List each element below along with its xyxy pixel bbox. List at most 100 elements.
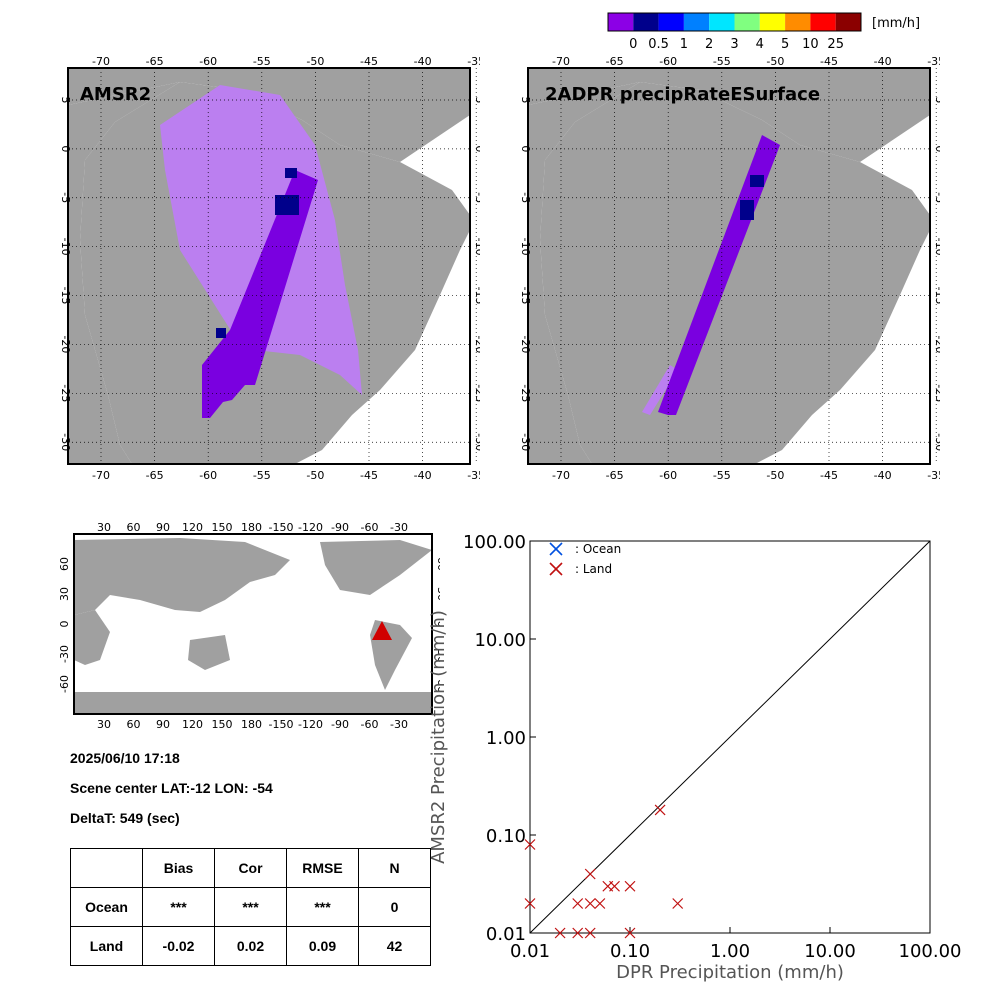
lon-tick-label: -60 xyxy=(199,469,217,482)
data-point xyxy=(624,927,636,939)
lon-tick-label: -40 xyxy=(874,55,892,68)
lon-tick-label: -50 xyxy=(306,55,324,68)
stats-header-cell: Cor xyxy=(214,848,287,888)
lat-tick-label: -25 xyxy=(59,384,72,402)
lon-tick-label: -65 xyxy=(606,55,624,68)
legend-marker xyxy=(549,542,563,556)
world-top-label: 90 xyxy=(156,521,170,534)
colorbar-label: 10 xyxy=(802,37,819,52)
lon-tick-label: -40 xyxy=(414,55,432,68)
world-frame xyxy=(73,533,433,715)
map-title-dpr: 2ADPR precipRateESurface xyxy=(545,84,820,105)
stats-row-ocean: Ocean *** *** *** 0 xyxy=(70,887,431,927)
map-frame xyxy=(67,67,471,465)
data-point xyxy=(584,898,596,909)
world-top-label: 150 xyxy=(212,521,233,534)
lat-tick-label: -20 xyxy=(933,335,940,353)
world-side-label: -60 xyxy=(58,675,71,693)
colorbar-box xyxy=(835,13,861,31)
stats-cell: 0.02 xyxy=(214,926,287,966)
world-side-label: 30 xyxy=(58,587,71,601)
lat-tick-label: -10 xyxy=(473,238,480,256)
scatter-points xyxy=(524,804,684,939)
stats-cell: Land xyxy=(70,926,143,966)
cross-stroke xyxy=(584,898,596,909)
lat-tick-label: -30 xyxy=(473,433,480,451)
world-land-area xyxy=(188,635,230,670)
colorbar-label: 5 xyxy=(781,37,789,52)
y-tick-label: 0.10 xyxy=(486,826,526,847)
cross-stroke xyxy=(624,927,636,939)
map-grid: -70-70-65-65-60-60-55-55-50-50-45-45-40-… xyxy=(519,55,940,482)
lon-tick-label: -50 xyxy=(766,469,784,482)
map-grid: -70-70-65-65-60-60-55-55-50-50-45-45-40-… xyxy=(59,55,480,482)
rain-cell xyxy=(285,168,297,178)
data-point xyxy=(584,927,596,939)
map-frame xyxy=(527,67,931,465)
cross-stroke xyxy=(624,880,636,892)
colorbar-labels: 0 0.5 1 2 3 4 5 10 25 xyxy=(629,37,844,52)
y-axis-label: AMSR2 Precipitation (mm/h) xyxy=(428,610,449,864)
lon-tick-label: -40 xyxy=(874,469,892,482)
world-top-label: -120 xyxy=(298,521,323,534)
lon-tick-label: -65 xyxy=(146,55,164,68)
lat-tick-label: 5 xyxy=(933,97,940,104)
data-point xyxy=(554,927,566,939)
world-location-map: 30 60 90 120 150 180 -150 -120 -90 -60 -30 30 60 90 12… xyxy=(58,521,440,731)
data-point xyxy=(654,804,666,816)
lon-tick-label: -60 xyxy=(659,469,677,482)
world-land-area xyxy=(74,538,290,615)
lat-tick-label: -5 xyxy=(473,192,480,203)
colorbar-box xyxy=(658,13,684,31)
cross-stroke xyxy=(549,562,563,576)
x-tick-label: 100.00 xyxy=(899,941,962,962)
x-tick-label: 0.10 xyxy=(610,941,650,962)
x-axis-label: DPR Precipitation (mm/h) xyxy=(616,962,844,983)
world-top-label: -30 xyxy=(390,521,408,534)
land-area xyxy=(528,68,930,162)
lon-tick-label: -45 xyxy=(360,55,378,68)
colorbar-label: 1 xyxy=(680,37,688,52)
stats-header-cell xyxy=(70,848,143,888)
data-point xyxy=(594,898,606,909)
lon-tick-label: -45 xyxy=(820,469,838,482)
stats-header-cell: Bias xyxy=(142,848,215,888)
lat-tick-label: -5 xyxy=(519,192,532,203)
world-side-label: 0 xyxy=(435,621,440,628)
world-top-label: -150 xyxy=(269,521,294,534)
y-tick-label: 10.00 xyxy=(474,630,526,651)
lon-tick-label: -55 xyxy=(713,55,731,68)
y-tick-label: 100.00 xyxy=(463,532,526,553)
lon-tick-label: -65 xyxy=(146,469,164,482)
lat-tick-label: -10 xyxy=(933,238,940,256)
x-tick-label: 0.01 xyxy=(510,941,550,962)
data-point xyxy=(524,898,536,909)
rain-band xyxy=(202,170,318,418)
south-america-land xyxy=(528,68,930,464)
stats-cell: -0.02 xyxy=(142,926,215,966)
colorbar-box xyxy=(785,13,811,31)
lon-tick-label: -55 xyxy=(713,469,731,482)
colorbar-box xyxy=(759,13,786,31)
lat-tick-label: -25 xyxy=(473,384,480,402)
land-area xyxy=(68,68,180,464)
lat-tick-label: 0 xyxy=(473,145,480,152)
lon-tick-label: -60 xyxy=(659,55,677,68)
stats-table: Bias Cor RMSE N Ocean *** *** *** 0 Land… xyxy=(70,848,431,966)
x-tick-label: 1.00 xyxy=(710,941,750,962)
world-axis-labels: 30 60 90 120 150 180 -150 -120 -90 -60 -30 30 60 90 12… xyxy=(58,521,440,731)
colorbar-box xyxy=(709,13,735,31)
world-top-label: 30 xyxy=(97,521,111,534)
stats-cell: *** xyxy=(214,887,287,927)
world-bottom-label: -90 xyxy=(331,718,349,731)
land-area xyxy=(68,68,470,162)
lon-tick-label: -35 xyxy=(467,55,480,68)
dpr-map-panel: -70-70-65-65-60-60-55-55-50-50-45-45-40-… xyxy=(519,55,940,482)
world-top-label: 120 xyxy=(182,521,203,534)
lon-tick-label: -70 xyxy=(92,469,110,482)
cross-stroke xyxy=(609,880,620,892)
stats-cell: *** xyxy=(142,887,215,927)
lon-tick-label: -35 xyxy=(927,469,940,482)
stats-cell: *** xyxy=(286,887,359,927)
colorbar-border xyxy=(607,12,862,32)
